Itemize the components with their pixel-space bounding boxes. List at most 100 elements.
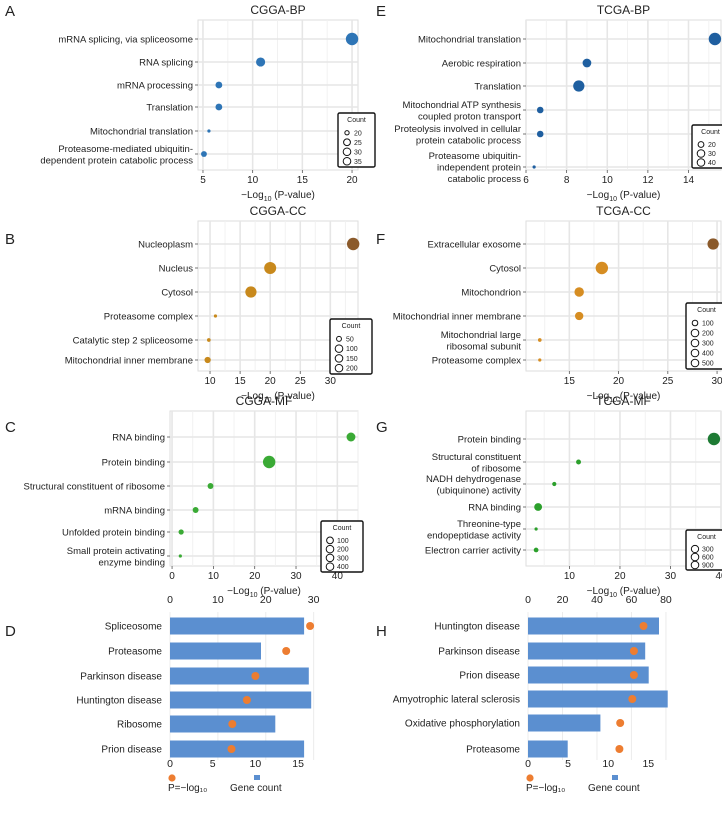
legend-title: Count xyxy=(342,323,361,330)
x-tick-label: 5 xyxy=(200,175,206,186)
data-point xyxy=(536,130,544,138)
legend-bar-label: Gene count xyxy=(588,783,640,794)
data-point xyxy=(582,58,592,68)
data-point xyxy=(708,32,722,46)
x-axis-label: −Log10 (P-value) xyxy=(587,190,661,203)
size-legend: Count 20 30 40 xyxy=(691,124,722,169)
legend-value: 100 xyxy=(346,346,358,353)
category-label: Unfolded protein binding xyxy=(62,528,165,539)
data-point xyxy=(213,314,218,318)
data-point xyxy=(534,527,538,531)
x-tick-label: 0 xyxy=(169,571,175,582)
x-tick-label: 10 xyxy=(564,571,576,582)
x-tick-label: 25 xyxy=(295,376,307,387)
top-axis-tick-label: 20 xyxy=(260,594,272,606)
legend-value: 400 xyxy=(337,564,349,571)
data-point xyxy=(178,529,184,535)
top-axis-tick-label: 0 xyxy=(525,594,531,606)
top-axis-tick-label: 20 xyxy=(557,594,569,606)
legend-bar-marker xyxy=(612,775,618,780)
legend-bar-label: Gene count xyxy=(230,783,282,794)
legend-circle xyxy=(690,560,700,570)
legend-point-label: P=−log₁₀ xyxy=(526,783,565,794)
data-point xyxy=(346,237,360,251)
category-label: NADH dehydrogenase xyxy=(426,474,521,485)
data-point xyxy=(575,311,584,321)
legend-value: 25 xyxy=(354,140,362,147)
x-tick-label: 10 xyxy=(247,175,259,186)
top-axis-tick-label: 40 xyxy=(591,594,603,606)
legend-circle xyxy=(691,319,699,327)
category-label: RNA splicing xyxy=(139,58,193,69)
category-label: coupled proton transport xyxy=(418,111,521,122)
category-label: Proteasome complex xyxy=(104,312,193,323)
legend-box xyxy=(685,529,722,571)
data-point xyxy=(204,356,211,364)
category-label: Proteasome xyxy=(108,647,162,658)
panel-letter: D xyxy=(5,623,16,640)
bottom-axis-tick-label: 5 xyxy=(210,758,216,770)
x-tick-label: 10 xyxy=(204,376,216,387)
panel-b: B CGGA-CC 10 15 20 25 30 −Log10 (P-value) Nucleo… xyxy=(5,204,373,404)
category-label: Proteasome ubiquitin- xyxy=(429,151,521,162)
bottom-axis-tick-label: 15 xyxy=(642,758,654,770)
panel-title: CGGA-BP xyxy=(250,3,305,17)
legend-circle xyxy=(690,544,700,554)
panel-letter: H xyxy=(376,623,387,640)
category-label: Nucleoplasm xyxy=(138,240,193,251)
panel-title: TCGA-BP xyxy=(597,3,650,17)
category-label: Threonine-type xyxy=(457,519,521,530)
panel-c: C CGGA-MF 0 10 20 30 40 −Log10 (P-value) RNA bin… xyxy=(5,394,364,599)
bottom-axis-tick-label: 5 xyxy=(565,758,571,770)
x-tick-label: 10 xyxy=(602,175,614,186)
legend-value: 35 xyxy=(354,159,362,166)
bar xyxy=(528,740,568,758)
data-point xyxy=(262,455,276,469)
legend-title: Count xyxy=(333,525,352,532)
category-label: Mitochondrial inner membrane xyxy=(393,312,521,323)
legend-circle xyxy=(325,553,335,563)
legend-bar-marker xyxy=(254,775,260,780)
x-tick-label: 8 xyxy=(564,175,570,186)
category-label: ribosomal subunit xyxy=(447,341,522,352)
data-point xyxy=(707,238,719,250)
category-label: Proteasome-mediated ubiquitin- xyxy=(58,144,193,155)
category-label: Parkinson disease xyxy=(80,672,162,683)
panel-letter: A xyxy=(5,3,15,20)
panel-letter: G xyxy=(376,419,388,436)
bar xyxy=(528,617,659,635)
legend-value: 900 xyxy=(702,563,714,570)
data-point xyxy=(615,745,624,753)
legend-circle xyxy=(696,158,706,167)
panel-letter: F xyxy=(376,231,385,248)
legend-circle xyxy=(334,354,344,363)
data-point xyxy=(306,622,315,630)
category-label: Mitochondrial inner membrane xyxy=(65,356,193,367)
category-label: protein catabolic process xyxy=(416,135,521,146)
x-tick-label: 30 xyxy=(290,571,302,582)
bar-legend: P=−log₁₀ Gene count xyxy=(526,774,640,794)
bottom-axis-tick-label: 10 xyxy=(602,758,614,770)
top-axis-tick-label: 80 xyxy=(660,594,672,606)
category-label: Prion disease xyxy=(459,671,520,682)
legend-title: Count xyxy=(697,307,716,314)
top-axis-tick-label: 10 xyxy=(212,594,224,606)
category-label: Mitochondrial large xyxy=(441,330,521,341)
category-label: Huntington disease xyxy=(434,622,520,633)
bar xyxy=(528,714,601,732)
category-label: catabolic process xyxy=(448,174,522,185)
data-point xyxy=(707,432,721,446)
legend-value: 200 xyxy=(337,547,349,554)
category-label: Huntington disease xyxy=(76,696,162,707)
legend-value: 600 xyxy=(702,555,714,562)
category-label: Proteolysis involved in cellular xyxy=(394,124,521,135)
bar xyxy=(170,715,276,733)
data-point xyxy=(532,165,536,169)
legend-value: 30 xyxy=(354,149,362,156)
category-label: Nucleus xyxy=(159,264,194,275)
category-label: Electron carrier activity xyxy=(425,546,521,557)
data-point xyxy=(574,287,584,297)
panel-f: F TCGA-CC 15 20 25 30 −Log10 (P-value) Extracel… xyxy=(376,204,722,404)
category-label: Aerobic respiration xyxy=(442,59,521,70)
legend-title: Count xyxy=(697,534,716,541)
